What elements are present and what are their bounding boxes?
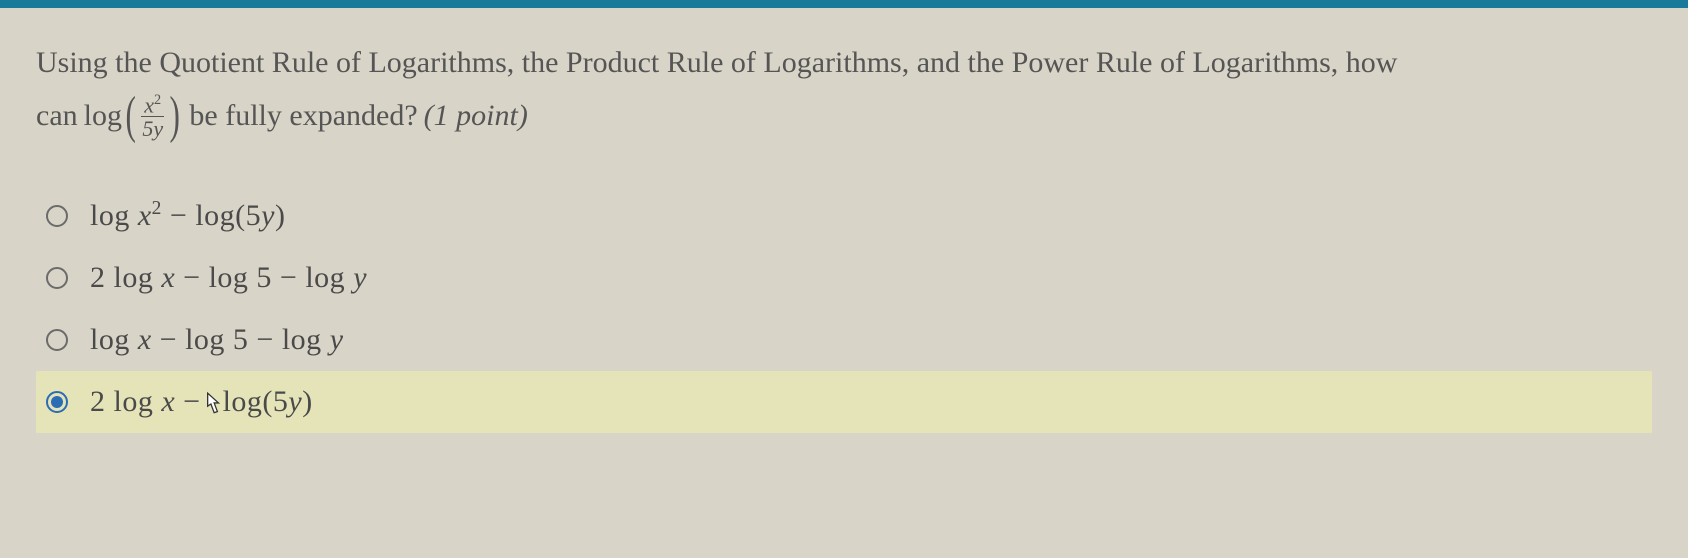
option-math-opt-d: 2 log x −log(5y) [90, 385, 313, 419]
math-var: y [353, 261, 367, 294]
log-text: log [84, 93, 122, 140]
option-opt-d[interactable]: 2 log x −log(5y) [36, 371, 1652, 433]
radio-opt-a[interactable] [46, 205, 68, 227]
option-opt-b[interactable]: 2 log x − log 5 − log y [36, 247, 1652, 309]
options-list: log x2 − log(5y) 2 log x − log 5 − log y l… [36, 184, 1652, 433]
cursor-icon [201, 391, 223, 417]
math-var: x [138, 199, 152, 232]
math-var: y [330, 323, 344, 356]
radio-opt-b[interactable] [46, 267, 68, 289]
option-opt-c[interactable]: log x − log 5 − log y [36, 309, 1652, 371]
frac-num-var: x [144, 92, 154, 117]
fraction-numerator: x2 [141, 93, 164, 117]
q-suffix: be fully expanded? [189, 93, 417, 140]
q-prefix: can [36, 93, 78, 140]
option-math-opt-b: 2 log x − log 5 − log y [90, 261, 367, 295]
math-var: y [288, 385, 302, 418]
fraction: x2 5y [139, 93, 166, 141]
math-var: y [261, 199, 275, 232]
math-var: x [138, 323, 152, 356]
frac-num-exp: 2 [154, 92, 161, 108]
math-var: x [161, 385, 175, 418]
question-line-2: can log ( x2 5y ) be fully expanded? (1 … [36, 93, 1652, 141]
math-sup: 2 [152, 198, 162, 219]
option-math-opt-a: log x2 − log(5y) [90, 198, 286, 233]
close-paren: ) [170, 98, 180, 134]
radio-opt-d[interactable] [46, 391, 68, 413]
question-block: Using the Quotient Rule of Logarithms, t… [0, 0, 1688, 433]
fraction-denominator: 5y [139, 117, 166, 140]
top-accent-bar [0, 0, 1688, 8]
math-var: x [161, 261, 175, 294]
log-expression: log ( x2 5y ) [84, 93, 184, 141]
option-opt-a[interactable]: log x2 − log(5y) [36, 184, 1652, 247]
open-paren: ( [125, 98, 135, 134]
question-stem: Using the Quotient Rule of Logarithms, t… [36, 40, 1652, 140]
option-math-opt-c: log x − log 5 − log y [90, 323, 344, 357]
points-label: (1 point) [424, 93, 528, 140]
radio-opt-c[interactable] [46, 329, 68, 351]
question-line-1: Using the Quotient Rule of Logarithms, t… [36, 40, 1652, 87]
